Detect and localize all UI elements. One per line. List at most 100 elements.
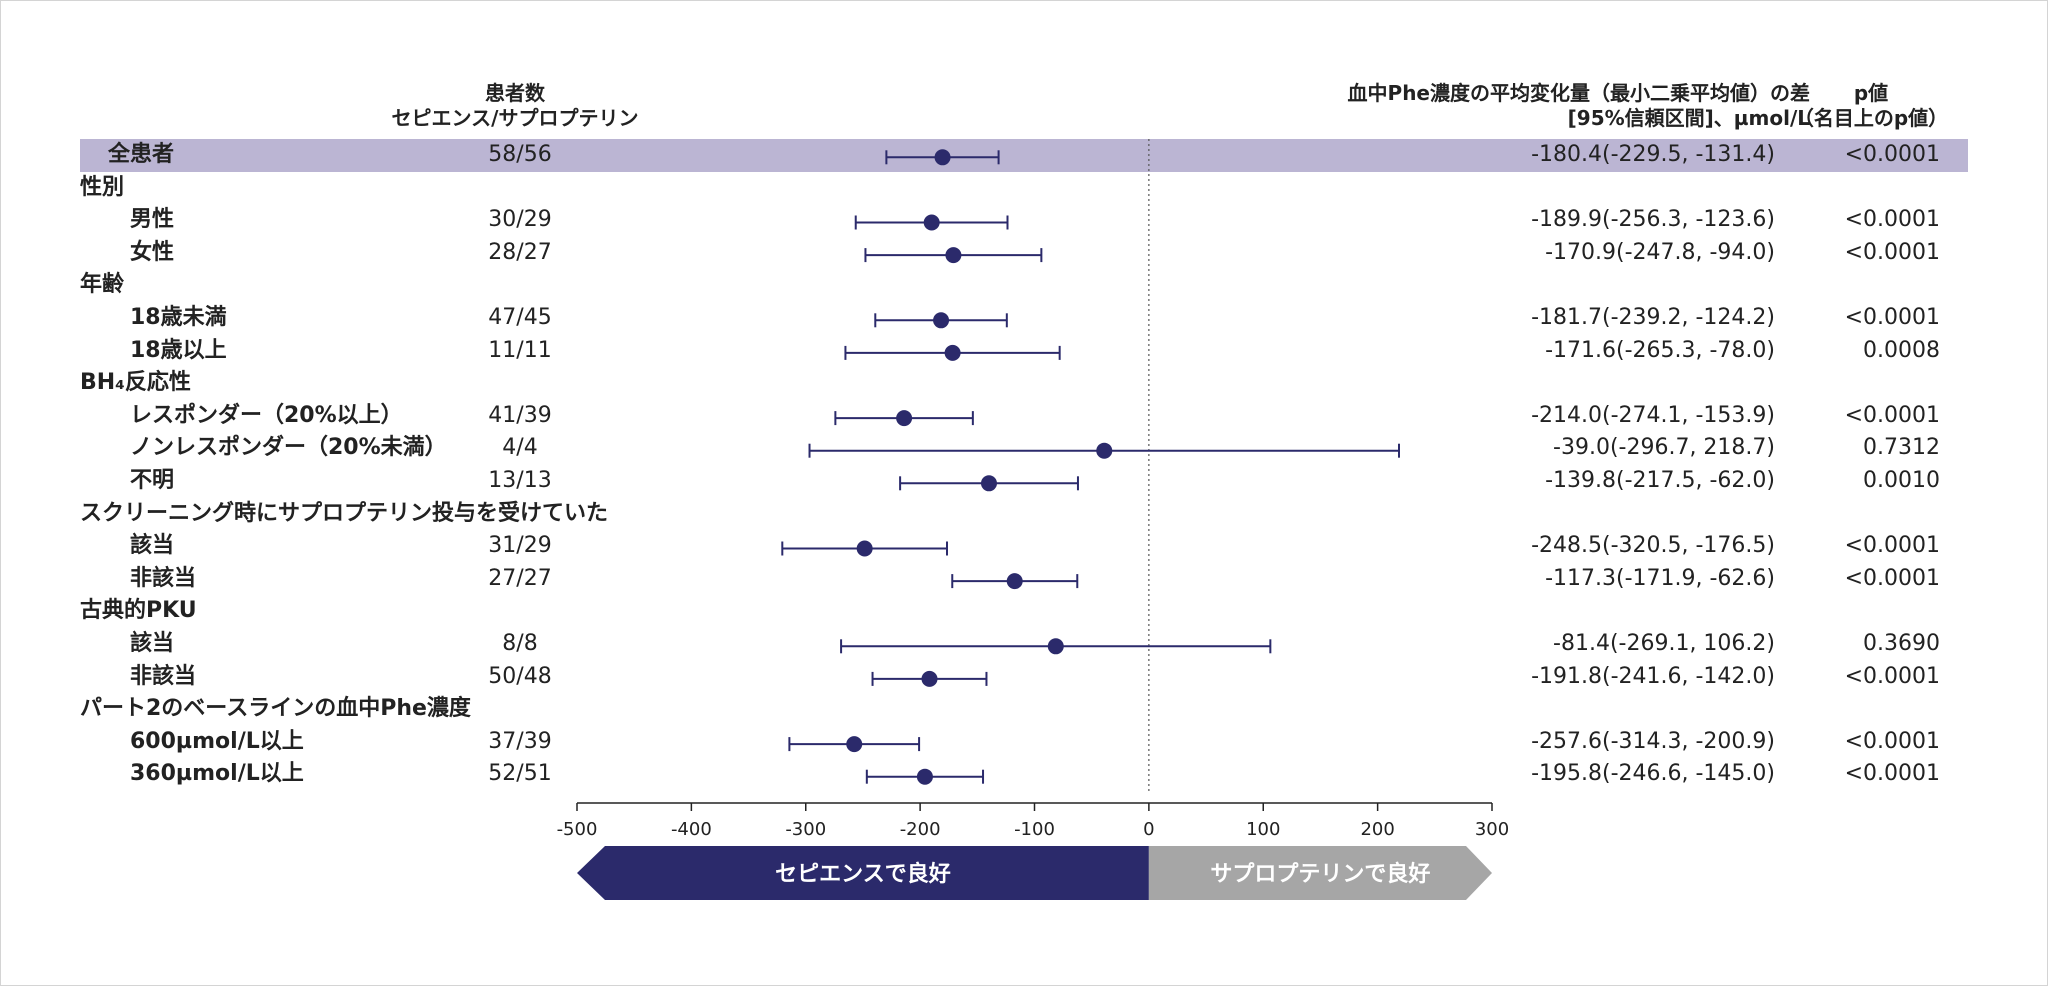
patient-count: 13/13 <box>488 467 552 493</box>
patient-count: 58/56 <box>488 142 552 167</box>
row-label: 性別 <box>80 174 125 200</box>
category-row: 古典的PKU <box>80 595 1968 628</box>
x-tick-label: -100 <box>1014 819 1055 840</box>
point-estimate <box>980 475 997 492</box>
patient-count: 31/29 <box>488 533 552 559</box>
point-estimate <box>1047 638 1064 655</box>
row-label: 18歳未満 <box>130 304 227 330</box>
ci-marker <box>834 410 974 427</box>
header-p-line1: p値 <box>1853 81 1889 105</box>
ci-marker <box>885 149 1000 166</box>
patient-count: 28/27 <box>488 239 552 265</box>
row-label: 年齢 <box>80 272 125 298</box>
p-value: <0.0001 <box>1844 402 1940 428</box>
p-value: <0.0001 <box>1844 728 1940 754</box>
difference-ci: -170.9(-247.8, -94.0) <box>1545 239 1775 265</box>
point-estimate <box>846 736 863 753</box>
point-estimate <box>896 410 913 427</box>
subgroup-row: 非該当 27/27 -117.3(-171.9, -62.6) <0.0001 <box>80 563 1968 596</box>
p-value: <0.0001 <box>1844 207 1940 233</box>
x-tick-label: 300 <box>1475 819 1509 840</box>
subgroup-row: 18歳未満 47/45 -181.7(-239.2, -124.2) <0.0001 <box>80 302 1968 335</box>
difference-ci: -195.8(-246.6, -145.0) <box>1531 761 1775 787</box>
ci-marker <box>899 475 1079 492</box>
point-estimate <box>944 344 961 361</box>
category-row: BH₄反応性 <box>80 367 1968 400</box>
point-estimate <box>916 768 933 785</box>
row-label: ノンレスポンダー（20%未満） <box>130 435 447 461</box>
patient-count: 37/39 <box>488 728 552 754</box>
subgroup-row: ノンレスポンダー（20%未満） 4/4 -39.0(-296.7, 218.7) 0.… <box>80 432 1968 465</box>
p-value: 0.7312 <box>1863 435 1940 461</box>
p-value: <0.0001 <box>1844 304 1940 330</box>
x-tick-label: -500 <box>557 819 598 840</box>
ci-marker <box>864 247 1043 264</box>
difference-ci: -81.4(-269.1, 106.2) <box>1553 630 1775 656</box>
header-diff-line2: [95%信頼区間]、µmol/L <box>1567 106 1810 130</box>
ci-marker <box>874 312 1008 329</box>
ci-marker <box>781 540 949 557</box>
x-tick-label: -400 <box>671 819 712 840</box>
x-tick-label: 0 <box>1143 819 1154 840</box>
row-label: BH₄反応性 <box>80 370 191 396</box>
row-label: スクリーニング時にサプロプテリン投与を受けていた <box>80 500 609 526</box>
header-p-line2: （名目上のp値） <box>1793 106 1949 130</box>
row-label: 該当 <box>130 630 175 656</box>
arrow-right-label: サプロプテリンで良好 <box>1210 861 1430 887</box>
point-estimate <box>856 540 873 557</box>
difference-ci: -139.8(-217.5, -62.0) <box>1545 467 1775 493</box>
forest-rows: 全患者 58/56 -180.4(-229.5, -131.4) <0.0001 性別男… <box>80 139 1968 791</box>
ci-marker <box>871 670 988 687</box>
subgroup-row: 女性 28/27 -170.9(-247.8, -94.0) <0.0001 <box>80 237 1968 270</box>
patient-count: 47/45 <box>488 304 552 330</box>
arrow-left-label: セピエンスで良好 <box>775 861 951 887</box>
ci-marker <box>865 768 985 785</box>
p-value: <0.0001 <box>1844 761 1940 787</box>
ci-marker <box>788 736 921 753</box>
header-p-value: p値 （名目上のp値） <box>1770 81 1972 131</box>
p-value: <0.0001 <box>1844 533 1940 559</box>
patient-count: 11/11 <box>488 337 552 363</box>
row-label: 18歳以上 <box>130 337 227 363</box>
ci-marker <box>854 214 1009 231</box>
difference-ci: -191.8(-241.6, -142.0) <box>1531 663 1775 689</box>
point-estimate <box>1006 573 1023 590</box>
subgroup-row: 該当 8/8 -81.4(-269.1, 106.2) 0.3690 <box>80 628 1968 661</box>
difference-ci: -117.3(-171.9, -62.6) <box>1545 565 1775 591</box>
row-label: 該当 <box>130 533 175 559</box>
ci-marker <box>808 442 1401 459</box>
ci-marker <box>951 573 1079 590</box>
row-label: 非該当 <box>130 663 197 689</box>
point-estimate <box>1096 442 1113 459</box>
header-n-line2: セピエンス/サプロプテリン <box>391 106 639 130</box>
category-row: スクリーニング時にサプロプテリン投与を受けていた <box>80 498 1968 531</box>
category-row: パート2のベースラインの血中Phe濃度 <box>80 693 1968 726</box>
arrow-favors-sapropterin <box>1148 846 1492 900</box>
subgroup-row: 該当 31/29 -248.5(-320.5, -176.5) <0.0001 <box>80 530 1968 563</box>
row-label: 600µmol/L以上 <box>130 728 304 754</box>
subgroup-row: 600µmol/L以上 37/39 -257.6(-314.3, -200.9) <0… <box>80 726 1968 759</box>
difference-ci: -189.9(-256.3, -123.6) <box>1531 207 1775 233</box>
x-tick-label: 200 <box>1360 819 1394 840</box>
x-tick-label: 100 <box>1246 819 1280 840</box>
point-estimate <box>921 670 938 687</box>
point-estimate <box>933 312 950 329</box>
patient-count: 27/27 <box>488 565 552 591</box>
p-value: <0.0001 <box>1844 142 1940 167</box>
difference-ci: -257.6(-314.3, -200.9) <box>1531 728 1775 754</box>
category-row: 年齢 <box>80 269 1968 302</box>
patient-count: 4/4 <box>502 435 538 461</box>
point-estimate <box>934 149 951 166</box>
header-patient-count: 患者数 セピエンス/サプロプテリン <box>330 81 700 131</box>
patient-count: 50/48 <box>488 663 552 689</box>
category-row: 性別 <box>80 172 1968 205</box>
point-estimate <box>945 247 962 264</box>
row-label: レスポンダー（20%以上） <box>130 402 403 428</box>
header-diff-line1: 血中Phe濃度の平均変化量（最小二乗平均値）の差 <box>1347 81 1810 105</box>
row-label: 古典的PKU <box>80 598 197 624</box>
row-label: 全患者 <box>108 142 175 167</box>
p-value: 0.0008 <box>1863 337 1940 363</box>
difference-ci: -180.4(-229.5, -131.4) <box>1531 142 1775 167</box>
patient-count: 52/51 <box>488 761 552 787</box>
